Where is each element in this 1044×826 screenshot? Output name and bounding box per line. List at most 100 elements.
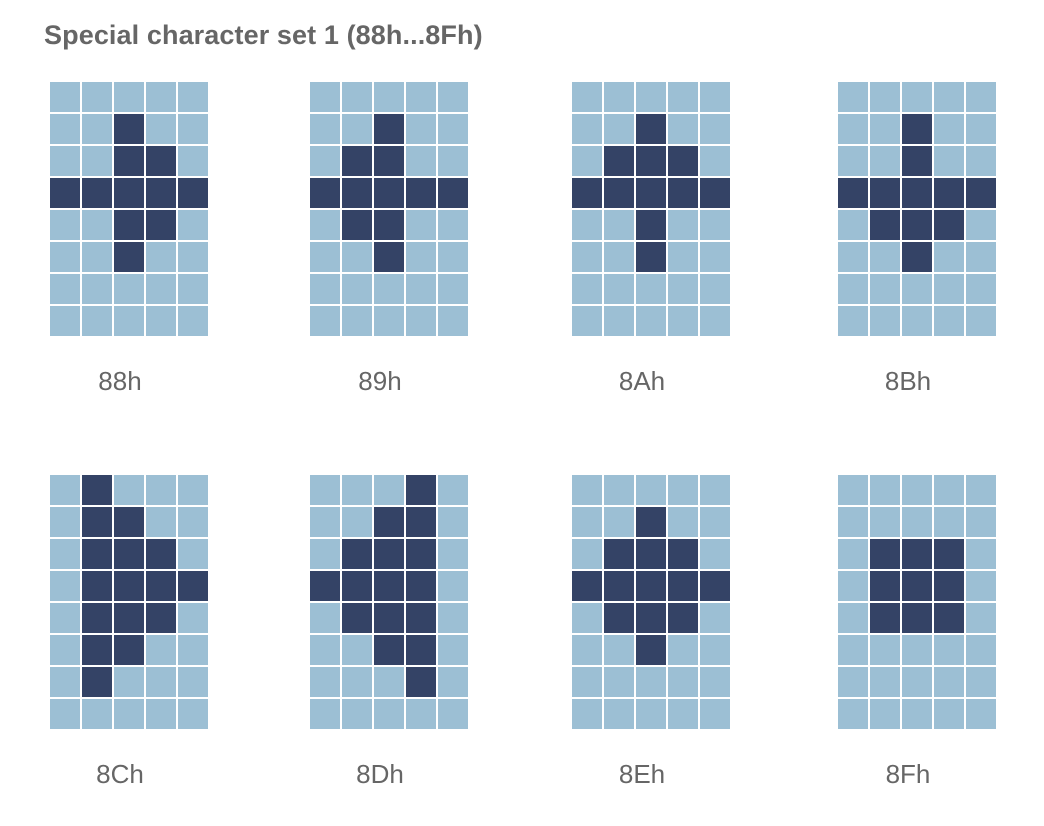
pixel-off — [146, 114, 176, 144]
pixel-off — [82, 146, 112, 176]
diagram-title: Special character set 1 (88h...8Fh) — [44, 20, 483, 50]
pixel-on — [902, 539, 932, 569]
pixel-off — [310, 635, 340, 665]
pixel-on — [700, 571, 730, 601]
pixel-on — [572, 571, 602, 601]
pixel-off — [146, 475, 176, 505]
pixel-on — [342, 146, 372, 176]
pixel-on — [146, 178, 176, 208]
pixel-off — [114, 274, 144, 304]
pixel-off — [50, 699, 80, 729]
pixel-off — [604, 635, 634, 665]
pixel-off — [902, 699, 932, 729]
pixel-off — [870, 114, 900, 144]
pixel-on — [146, 539, 176, 569]
pixel-on — [82, 667, 112, 697]
pixel-off — [838, 635, 868, 665]
pixel-off — [870, 635, 900, 665]
pixel-off — [636, 667, 666, 697]
pixel-off — [838, 274, 868, 304]
pixel-off — [838, 539, 868, 569]
pixel-off — [406, 242, 436, 272]
pixel-off — [870, 242, 900, 272]
pixel-off — [50, 667, 80, 697]
pixel-off — [838, 571, 868, 601]
pixel-on — [870, 571, 900, 601]
pixel-off — [342, 507, 372, 537]
pixel-off — [934, 82, 964, 112]
pixel-off — [310, 274, 340, 304]
pixel-off — [438, 539, 468, 569]
pixel-off — [114, 306, 144, 336]
pixel-off — [668, 507, 698, 537]
pixel-on — [178, 178, 208, 208]
pixel-off — [50, 507, 80, 537]
character-glyph: 8Dh — [310, 475, 470, 789]
pixel-off — [572, 146, 602, 176]
pixel-on — [82, 571, 112, 601]
pixel-off — [604, 274, 634, 304]
pixel-on — [374, 114, 404, 144]
pixel-off — [342, 306, 372, 336]
character-code-label: 89h — [358, 366, 402, 396]
pixel-on — [178, 571, 208, 601]
pixel-on — [82, 178, 112, 208]
character-glyph: 89h — [310, 82, 470, 396]
pixel-on — [406, 571, 436, 601]
pixel-grid — [50, 82, 208, 336]
pixel-off — [406, 699, 436, 729]
pixel-on — [406, 178, 436, 208]
pixel-off — [310, 507, 340, 537]
pixel-on — [374, 571, 404, 601]
pixel-on — [902, 146, 932, 176]
pixel-off — [438, 146, 468, 176]
pixel-on — [636, 242, 666, 272]
pixel-on — [82, 507, 112, 537]
pixel-off — [374, 667, 404, 697]
pixel-off — [668, 667, 698, 697]
pixel-off — [572, 475, 602, 505]
pixel-on — [114, 539, 144, 569]
pixel-off — [902, 475, 932, 505]
pixel-off — [342, 274, 372, 304]
pixel-off — [572, 306, 602, 336]
pixel-off — [572, 603, 602, 633]
pixel-off — [50, 146, 80, 176]
pixel-on — [636, 571, 666, 601]
pixel-off — [966, 667, 996, 697]
pixel-off — [50, 306, 80, 336]
pixel-off — [406, 210, 436, 240]
pixel-off — [700, 306, 730, 336]
pixel-off — [966, 146, 996, 176]
pixel-off — [342, 635, 372, 665]
pixel-off — [572, 274, 602, 304]
pixel-off — [636, 699, 666, 729]
pixel-off — [966, 507, 996, 537]
pixel-off — [374, 699, 404, 729]
pixel-on — [934, 210, 964, 240]
pixel-off — [870, 699, 900, 729]
pixel-off — [668, 242, 698, 272]
pixel-on — [902, 603, 932, 633]
character-glyph: 8Ch — [50, 475, 210, 789]
pixel-off — [604, 114, 634, 144]
pixel-on — [310, 178, 340, 208]
pixel-off — [178, 306, 208, 336]
pixel-off — [114, 82, 144, 112]
pixel-grid — [310, 82, 468, 336]
pixel-grid — [310, 475, 468, 729]
pixel-on — [934, 178, 964, 208]
character-code-label: 8Eh — [618, 759, 666, 789]
pixel-on — [966, 178, 996, 208]
pixel-off — [966, 306, 996, 336]
pixel-off — [342, 667, 372, 697]
pixel-off — [572, 82, 602, 112]
pixel-off — [870, 306, 900, 336]
pixel-off — [668, 306, 698, 336]
pixel-off — [902, 667, 932, 697]
pixel-on — [406, 635, 436, 665]
pixel-off — [934, 146, 964, 176]
pixel-off — [178, 603, 208, 633]
pixel-off — [668, 635, 698, 665]
pixel-off — [668, 274, 698, 304]
